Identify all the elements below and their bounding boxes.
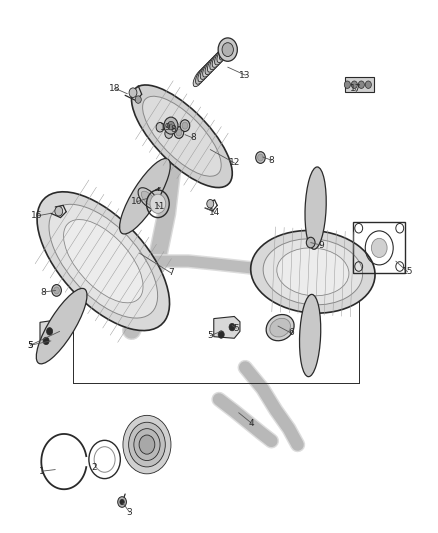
Ellipse shape	[182, 122, 188, 129]
Ellipse shape	[52, 285, 61, 296]
Ellipse shape	[64, 220, 143, 303]
Text: 3: 3	[127, 507, 132, 516]
Circle shape	[46, 328, 53, 335]
Bar	[353, 222, 405, 273]
Text: 8: 8	[268, 156, 274, 165]
Ellipse shape	[198, 64, 210, 82]
Ellipse shape	[54, 287, 60, 294]
Polygon shape	[214, 317, 240, 338]
Text: 2: 2	[92, 463, 97, 472]
Circle shape	[167, 122, 174, 130]
Text: 14: 14	[209, 208, 220, 217]
Polygon shape	[40, 320, 65, 344]
Text: 6: 6	[288, 328, 294, 337]
Ellipse shape	[210, 52, 222, 70]
Text: 5: 5	[233, 324, 239, 333]
Ellipse shape	[263, 239, 363, 305]
Ellipse shape	[306, 237, 315, 248]
Ellipse shape	[256, 152, 265, 164]
Circle shape	[43, 337, 49, 345]
Ellipse shape	[258, 154, 263, 161]
Circle shape	[365, 81, 371, 88]
Circle shape	[139, 435, 155, 454]
Ellipse shape	[251, 230, 375, 313]
Text: 17: 17	[350, 84, 361, 93]
Ellipse shape	[305, 167, 326, 249]
Ellipse shape	[131, 85, 232, 188]
Ellipse shape	[277, 248, 349, 296]
Ellipse shape	[195, 67, 208, 84]
Circle shape	[351, 81, 357, 88]
Ellipse shape	[266, 314, 294, 341]
Circle shape	[118, 497, 127, 507]
Circle shape	[120, 499, 124, 505]
Circle shape	[150, 194, 166, 213]
Circle shape	[344, 81, 350, 88]
Ellipse shape	[212, 50, 225, 67]
Ellipse shape	[215, 47, 227, 65]
Circle shape	[358, 81, 364, 88]
Text: 7: 7	[168, 269, 174, 277]
Circle shape	[218, 38, 237, 61]
Ellipse shape	[200, 62, 213, 79]
Ellipse shape	[120, 158, 170, 234]
Circle shape	[129, 422, 165, 467]
Circle shape	[129, 88, 137, 98]
Circle shape	[135, 96, 141, 103]
Circle shape	[123, 415, 171, 474]
Circle shape	[229, 324, 235, 331]
Text: 8: 8	[41, 287, 46, 296]
Ellipse shape	[138, 188, 159, 209]
Ellipse shape	[165, 129, 173, 139]
Ellipse shape	[141, 191, 155, 206]
Ellipse shape	[180, 120, 190, 132]
Ellipse shape	[49, 204, 158, 318]
Ellipse shape	[217, 45, 230, 62]
Circle shape	[371, 238, 387, 257]
Text: 11: 11	[154, 203, 166, 212]
Ellipse shape	[176, 129, 182, 136]
Text: 19: 19	[160, 123, 172, 132]
Circle shape	[164, 117, 178, 134]
Ellipse shape	[300, 294, 321, 377]
Text: 5: 5	[28, 341, 33, 350]
Text: 9: 9	[319, 241, 325, 250]
Bar	[345, 77, 374, 92]
Circle shape	[218, 331, 224, 338]
Ellipse shape	[156, 123, 164, 132]
Circle shape	[207, 199, 214, 208]
Text: 4: 4	[249, 419, 254, 428]
Text: 15: 15	[402, 268, 413, 276]
Text: 1: 1	[39, 467, 45, 475]
Ellipse shape	[208, 54, 220, 72]
Ellipse shape	[143, 96, 221, 176]
Text: 10: 10	[131, 197, 143, 206]
Circle shape	[222, 43, 233, 56]
Ellipse shape	[270, 318, 290, 337]
Ellipse shape	[36, 288, 87, 364]
Text: 5: 5	[207, 331, 213, 340]
Circle shape	[134, 429, 160, 461]
Text: 5: 5	[28, 341, 33, 350]
Text: 8: 8	[170, 125, 176, 134]
Ellipse shape	[37, 192, 170, 330]
Text: 18: 18	[110, 84, 121, 93]
Ellipse shape	[203, 59, 215, 77]
Text: 8: 8	[190, 133, 196, 142]
Text: 12: 12	[229, 158, 240, 167]
Ellipse shape	[174, 127, 184, 139]
Ellipse shape	[193, 69, 205, 87]
Ellipse shape	[205, 57, 217, 75]
Text: 16: 16	[31, 212, 42, 221]
Text: 13: 13	[240, 70, 251, 79]
Circle shape	[55, 206, 63, 216]
Ellipse shape	[219, 42, 232, 60]
